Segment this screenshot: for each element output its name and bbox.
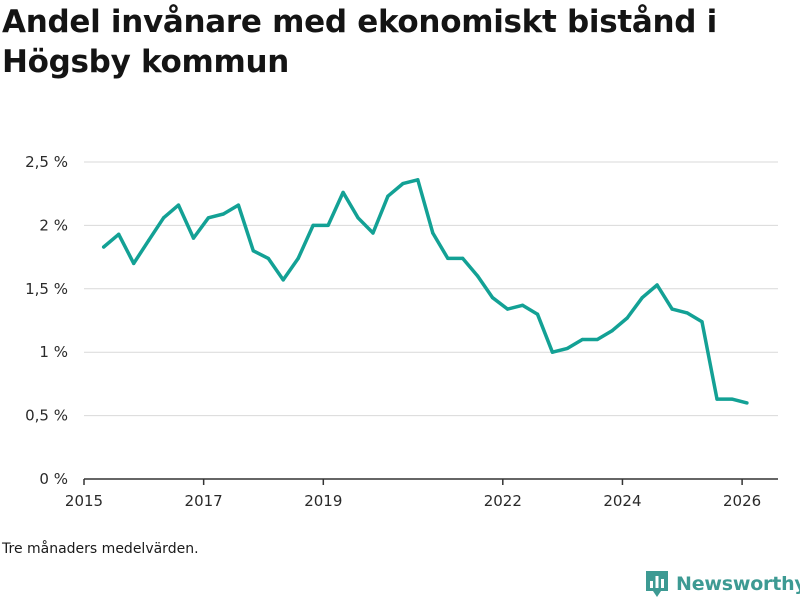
data-point <box>102 245 106 249</box>
data-point <box>610 329 614 333</box>
data-point <box>266 256 270 260</box>
data-point <box>550 350 555 354</box>
y-tick-label: 1 % <box>39 343 68 361</box>
data-point <box>117 232 121 236</box>
x-tick-label: 2017 <box>185 492 223 510</box>
data-point <box>505 307 510 311</box>
data-point <box>520 303 525 307</box>
y-tick-label: 2 % <box>39 216 68 234</box>
data-point <box>386 194 390 198</box>
data-point <box>670 307 674 311</box>
data-point <box>476 274 480 278</box>
data-point <box>446 256 450 260</box>
data-point <box>161 216 166 220</box>
data-point <box>176 203 181 207</box>
chart-title: Andel invånare med ekonomiskt bistånd i … <box>2 4 717 80</box>
data-point <box>356 216 360 220</box>
y-tick-label: 1,5 % <box>25 280 68 298</box>
gridlines <box>84 161 778 417</box>
data-point <box>191 236 196 240</box>
y-axis-tick-labels: 0 % 0,5 % 1 % 1,5 % 2 % 2,5 % <box>25 153 68 488</box>
data-point <box>221 212 225 216</box>
data-point <box>311 223 315 227</box>
bar-chart-logo-icon <box>646 571 668 597</box>
data-point <box>640 296 644 300</box>
y-tick-label: 0 % <box>39 470 68 488</box>
data-point <box>655 283 659 287</box>
data-point <box>281 278 285 282</box>
y-tick-label: 0,5 % <box>25 407 68 425</box>
x-tick-label: 2019 <box>304 492 342 510</box>
data-point <box>565 346 570 350</box>
data-point <box>296 256 300 260</box>
data-point <box>595 337 599 342</box>
data-point <box>401 181 405 186</box>
data-point <box>251 249 255 253</box>
data-point <box>206 216 211 220</box>
x-axis-tick-labels: 2015 2017 2019 2022 2024 2026 <box>65 479 761 510</box>
data-point <box>236 203 240 207</box>
data-point <box>625 316 629 320</box>
data-point <box>132 261 136 266</box>
brand-name: Newsworthy <box>676 573 800 595</box>
data-point <box>431 231 435 235</box>
x-tick-label: 2024 <box>603 492 641 510</box>
data-point <box>147 239 151 243</box>
data-point <box>416 178 420 182</box>
data-point <box>535 312 540 316</box>
x-tick-label: 2015 <box>65 492 103 510</box>
x-tick-label: 2026 <box>723 492 761 510</box>
x-tick-label: 2022 <box>484 492 522 510</box>
y-tick-label: 2,5 % <box>25 153 68 171</box>
footnote: Tre månaders medelvärden. <box>2 541 199 557</box>
newsworthy-logo[interactable]: Newsworthy <box>644 568 800 600</box>
data-point <box>745 401 749 405</box>
series-line <box>101 178 749 405</box>
data-point <box>326 223 330 227</box>
data-point <box>580 337 584 342</box>
data-point <box>341 190 345 195</box>
data-point <box>730 397 734 401</box>
data-point <box>491 296 495 300</box>
data-point <box>715 397 719 401</box>
data-point <box>700 320 704 324</box>
series <box>101 178 749 405</box>
data-point <box>461 256 465 260</box>
data-point <box>371 231 375 235</box>
data-point <box>685 311 689 315</box>
